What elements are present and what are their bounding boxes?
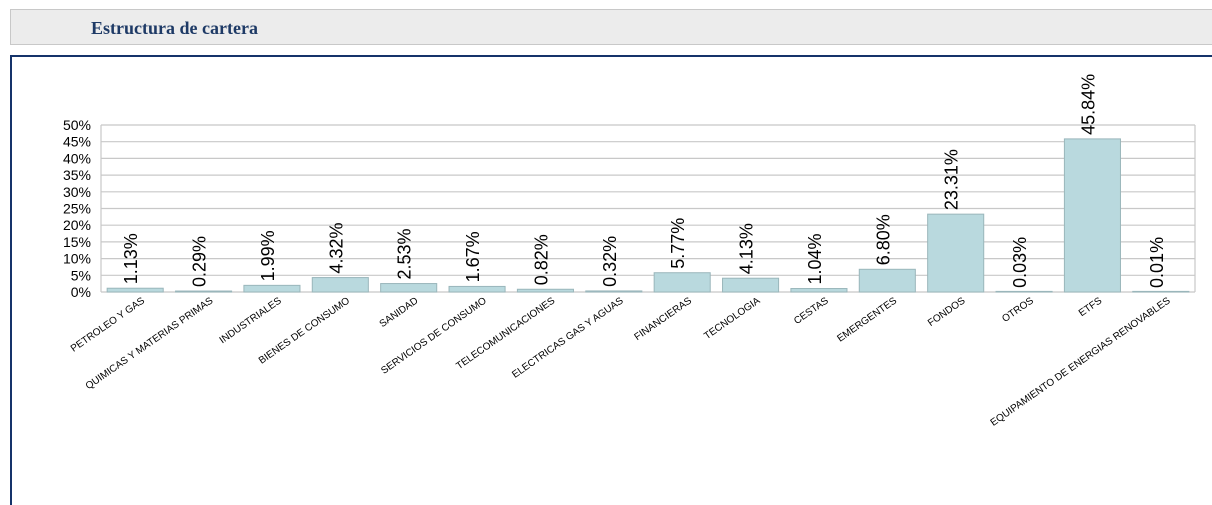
x-category-label: PETROLEO Y GAS bbox=[69, 295, 147, 354]
section-title: Estructura de cartera bbox=[91, 18, 258, 38]
bar-data-label: 1.99% bbox=[258, 230, 278, 281]
bar-data-label: 0.03% bbox=[1010, 237, 1030, 288]
bar bbox=[585, 290, 643, 293]
bar bbox=[106, 287, 164, 293]
bar-data-labels: 1.13% 0.29% 1.99% 4.32% 2.53% 1.67% 0.82% 0.32%… bbox=[121, 74, 1167, 288]
y-tick-label: 50% bbox=[63, 117, 91, 133]
y-tick-label: 35% bbox=[63, 167, 91, 183]
bar-data-label: 0.82% bbox=[531, 234, 551, 285]
bar bbox=[722, 277, 780, 293]
bar-data-label: 6.80% bbox=[873, 214, 893, 265]
x-category-label: ELECTRICAS GAS Y AGUAS bbox=[510, 295, 626, 380]
bar bbox=[311, 277, 369, 293]
bar bbox=[927, 213, 985, 293]
bar bbox=[380, 283, 438, 293]
bar bbox=[858, 268, 916, 293]
bar bbox=[653, 272, 711, 293]
chart-panel bbox=[10, 55, 1212, 505]
bar-data-label: 0.32% bbox=[600, 236, 620, 287]
bar-data-label: 1.04% bbox=[805, 233, 825, 284]
bar-data-label: 0.29% bbox=[190, 236, 210, 287]
bar-data-label: 45.84% bbox=[1078, 74, 1098, 135]
bar-data-label: 0.01% bbox=[1147, 237, 1167, 288]
y-tick-label: 10% bbox=[63, 251, 91, 267]
chart-bars bbox=[106, 138, 1190, 293]
y-tick-label: 0% bbox=[71, 284, 91, 300]
y-axis-tick-labels: 0%5%10%15%20%25%30%35%40%45%50% bbox=[63, 117, 91, 300]
bar-data-label: 2.53% bbox=[395, 229, 415, 280]
y-tick-label: 5% bbox=[71, 267, 91, 283]
x-category-label: INDUSTRIALES bbox=[218, 295, 284, 346]
section-header: Estructura de cartera bbox=[10, 9, 1212, 45]
bar bbox=[243, 284, 301, 293]
bar bbox=[175, 290, 233, 293]
x-category-label: CESTAS bbox=[792, 295, 831, 327]
y-tick-label: 25% bbox=[63, 201, 91, 217]
bar-data-label: 4.13% bbox=[737, 223, 757, 274]
y-tick-label: 45% bbox=[63, 134, 91, 150]
x-category-label: TECNOLOGIA bbox=[702, 295, 762, 342]
bar bbox=[1132, 290, 1190, 293]
chart-gridlines bbox=[100, 124, 1196, 293]
bar bbox=[1063, 138, 1121, 293]
x-category-label: SANIDAD bbox=[378, 295, 421, 330]
x-category-label: OTROS bbox=[1000, 295, 1036, 325]
y-tick-label: 15% bbox=[63, 234, 91, 250]
bar bbox=[516, 288, 574, 293]
x-category-label: ETFS bbox=[1077, 295, 1105, 319]
bar-data-label: 23.31% bbox=[942, 149, 962, 210]
x-category-label: QUIMICAS Y MATERIAS PRIMAS bbox=[84, 295, 216, 392]
bar-data-label: 1.13% bbox=[121, 233, 141, 284]
bar bbox=[448, 285, 506, 293]
x-category-label: EMERGENTES bbox=[835, 295, 899, 344]
bar-data-label: 1.67% bbox=[463, 231, 483, 282]
bar bbox=[995, 290, 1053, 293]
y-tick-label: 20% bbox=[63, 217, 91, 233]
x-category-label: FINANCIERAS bbox=[633, 295, 695, 343]
bar-data-label: 5.77% bbox=[668, 218, 688, 269]
y-tick-label: 40% bbox=[63, 150, 91, 166]
bar-data-label: 4.32% bbox=[326, 223, 346, 274]
bar bbox=[790, 288, 848, 293]
x-category-label: FONDOS bbox=[926, 295, 968, 329]
y-tick-label: 30% bbox=[63, 184, 91, 200]
